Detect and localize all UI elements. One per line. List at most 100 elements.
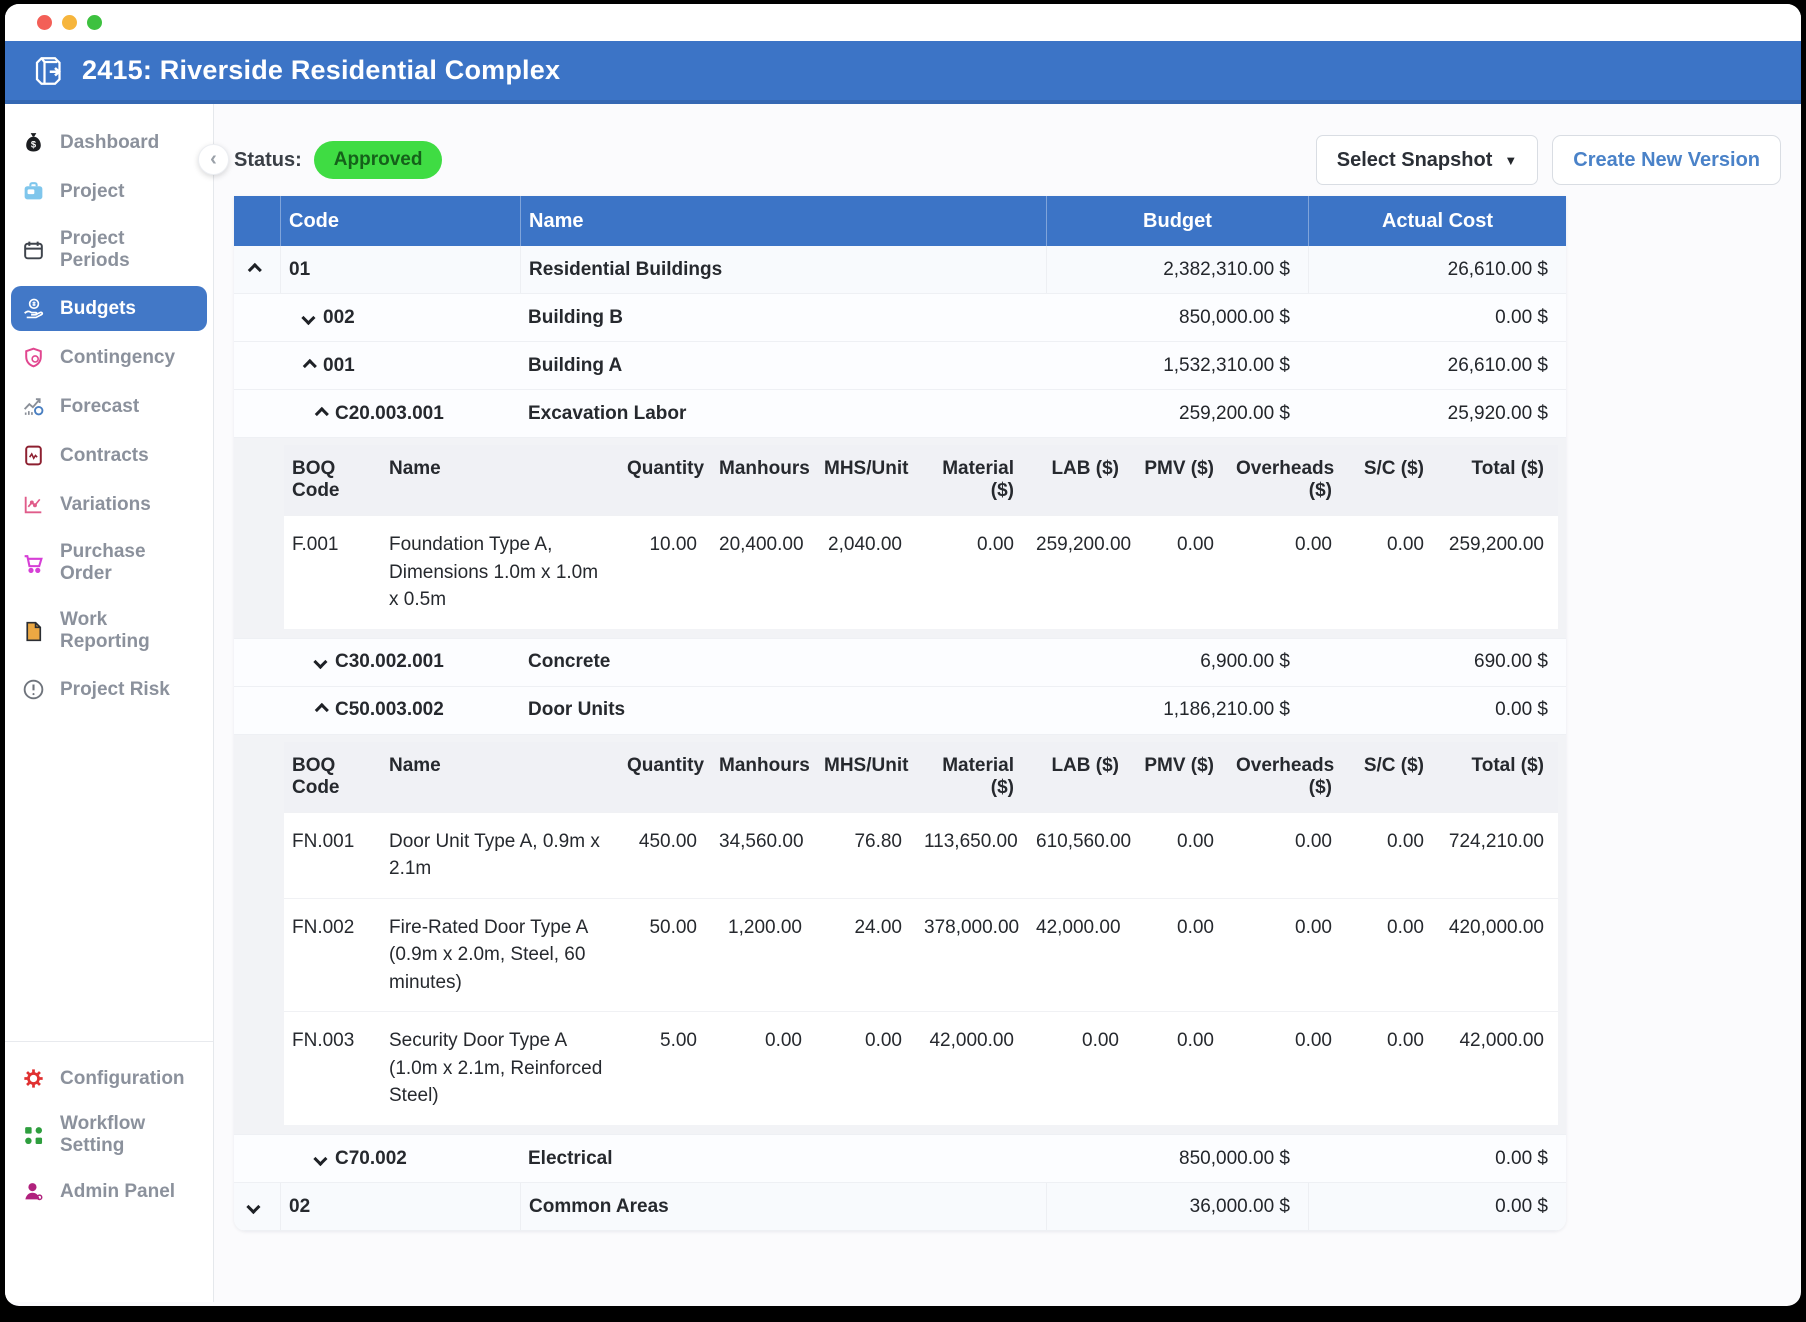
boq-header-sc: S/C ($): [1346, 742, 1438, 812]
sidebar-item-contingency[interactable]: Contingency: [11, 335, 207, 380]
boq-header-code: BOQ Code: [284, 742, 379, 812]
boq-overheads: 0.00: [1228, 899, 1346, 1012]
row-code: C30.002.001: [335, 651, 444, 673]
boq-manhours: 1,200.00: [711, 899, 816, 1012]
content-area: $ Dashboard Project Project Periods: [5, 104, 1801, 1302]
sidebar-item-project-risk[interactable]: Project Risk: [11, 667, 207, 712]
sidebar-item-workflow-setting[interactable]: Workflow Setting: [11, 1103, 207, 1167]
boq-row[interactable]: F.001 Foundation Type A, Dimensions 1.0m…: [284, 515, 1558, 629]
sidebar-item-dashboard[interactable]: $ Dashboard: [11, 120, 207, 165]
sidebar-item-label: Contingency: [60, 347, 175, 369]
sidebar-item-label: Purchase Order: [60, 541, 197, 585]
row-name: Electrical: [520, 1144, 1046, 1174]
boq-header-quantity: Quantity: [619, 445, 711, 515]
app-window: 2415: Riverside Residential Complex $ Da…: [5, 4, 1801, 1306]
boq-header-material: Material ($): [916, 742, 1028, 812]
sidebar-collapse-button[interactable]: ‹: [198, 144, 229, 175]
calendar-icon: [21, 238, 46, 263]
boq-pmv: 0.00: [1133, 899, 1228, 1012]
sidebar-item-admin-panel[interactable]: Admin Panel: [11, 1169, 207, 1214]
select-snapshot-dropdown[interactable]: Select Snapshot ▼: [1316, 135, 1538, 185]
boq-pmv: 0.00: [1133, 516, 1228, 629]
sidebar-item-contracts[interactable]: Contracts: [11, 433, 207, 478]
row-name: Residential Buildings: [520, 246, 1046, 293]
column-header-name: Name: [520, 196, 1046, 246]
row-actual-cost: 0.00 $: [1308, 1144, 1566, 1174]
row-code: 01: [280, 246, 520, 293]
sidebar-item-budgets[interactable]: Budgets: [11, 286, 207, 331]
sidebar-item-variations[interactable]: Variations: [11, 482, 207, 527]
boq-sc: 0.00: [1346, 813, 1438, 898]
boq-code: FN.002: [284, 899, 379, 1012]
expand-row-icon[interactable]: [301, 310, 315, 324]
sidebar-item-label: Configuration: [60, 1068, 185, 1090]
boq-row[interactable]: FN.003 Security Door Type A (1.0m x 2.1m…: [284, 1011, 1558, 1125]
sidebar-item-forecast[interactable]: Forecast: [11, 384, 207, 429]
boq-row[interactable]: FN.002 Fire-Rated Door Type A (0.9m x 2.…: [284, 898, 1558, 1012]
select-snapshot-label: Select Snapshot: [1337, 149, 1493, 172]
table-row[interactable]: 001 Building A 1,532,310.00 $ 26,610.00 …: [234, 342, 1566, 390]
sidebar-item-configuration[interactable]: Configuration: [11, 1056, 207, 1101]
boq-manhours: 0.00: [711, 1012, 816, 1125]
sidebar-item-label: Contracts: [60, 445, 149, 467]
row-budget: 1,532,310.00 $: [1046, 351, 1308, 381]
collapse-row-icon[interactable]: [315, 406, 329, 420]
row-budget: 259,200.00 $: [1046, 399, 1308, 429]
boq-pmv: 0.00: [1133, 1012, 1228, 1125]
boq-header-total: Total ($): [1438, 742, 1558, 812]
boq-code: FN.003: [284, 1012, 379, 1125]
row-budget: 850,000.00 $: [1046, 303, 1308, 333]
app-logo-box-arrow-icon: [31, 53, 67, 89]
expand-row-icon[interactable]: [313, 1151, 327, 1165]
boq-name: Door Unit Type A, 0.9m x 2.1m: [379, 813, 619, 898]
collapse-row-icon[interactable]: [303, 358, 317, 372]
table-row[interactable]: 02 Common Areas 36,000.00 $ 0.00 $: [234, 1183, 1566, 1231]
sidebar-item-project-periods[interactable]: Project Periods: [11, 218, 207, 282]
table-row[interactable]: C30.002.001 Concrete 6,900.00 $ 690.00 $: [234, 639, 1566, 687]
boq-overheads: 0.00: [1228, 516, 1346, 629]
collapse-row-icon[interactable]: [315, 703, 329, 717]
row-code: C20.003.001: [335, 403, 444, 425]
boq-header-quantity: Quantity: [619, 742, 711, 812]
table-row[interactable]: C50.003.002 Door Units 1,186,210.00 $ 0.…: [234, 687, 1566, 735]
boq-mhs-unit: 0.00: [816, 1012, 916, 1125]
boq-quantity: 5.00: [619, 1012, 711, 1125]
sidebar-item-label: Work Reporting: [60, 609, 197, 653]
row-name: Excavation Labor: [520, 399, 1046, 429]
sidebar-item-purchase-order[interactable]: Purchase Order: [11, 531, 207, 595]
create-new-version-button[interactable]: Create New Version: [1552, 135, 1781, 185]
table-row[interactable]: C70.002 Electrical 850,000.00 $ 0.00 $: [234, 1135, 1566, 1183]
boq-header-pmv: PMV ($): [1133, 445, 1228, 515]
table-row[interactable]: C20.003.001 Excavation Labor 259,200.00 …: [234, 390, 1566, 438]
boq-header-sc: S/C ($): [1346, 445, 1438, 515]
row-budget: 36,000.00 $: [1046, 1183, 1308, 1230]
boq-header-mhs-unit: MHS/Unit: [816, 742, 916, 812]
sidebar-item-work-reporting[interactable]: Work Reporting: [11, 599, 207, 663]
boq-header-total: Total ($): [1438, 445, 1558, 515]
table-row[interactable]: 01 Residential Buildings 2,382,310.00 $ …: [234, 246, 1566, 294]
boq-quantity: 50.00: [619, 899, 711, 1012]
admin-user-icon: [21, 1179, 46, 1204]
budget-table-header: Code Name Budget Actual Cost: [234, 196, 1566, 246]
boq-sc: 0.00: [1346, 516, 1438, 629]
table-row[interactable]: 002 Building B 850,000.00 $ 0.00 $: [234, 294, 1566, 342]
boq-header-overheads: Overheads ($): [1228, 445, 1346, 515]
boq-table-container: BOQ Code Name Quantity Manhours MHS/Unit…: [234, 735, 1566, 1135]
boq-total: 420,000.00: [1438, 899, 1558, 1012]
maximize-window-icon[interactable]: [87, 15, 102, 30]
close-window-icon[interactable]: [37, 15, 52, 30]
toolbar: Status: Approved Select Snapshot ▼ Creat…: [234, 134, 1781, 186]
boq-table: BOQ Code Name Quantity Manhours MHS/Unit…: [284, 742, 1558, 1125]
row-budget: 2,382,310.00 $: [1046, 246, 1308, 293]
gear-icon: [21, 1066, 46, 1091]
sidebar-item-project[interactable]: Project: [11, 169, 207, 214]
expand-row-icon[interactable]: [246, 1199, 260, 1213]
boq-lab: 610,560.00: [1028, 813, 1133, 898]
collapse-row-icon[interactable]: [247, 262, 261, 276]
boq-row[interactable]: FN.001 Door Unit Type A, 0.9m x 2.1m 450…: [284, 812, 1558, 898]
app-header: 2415: Riverside Residential Complex: [5, 41, 1801, 104]
main-panel: Status: Approved Select Snapshot ▼ Creat…: [214, 104, 1801, 1302]
sidebar-item-label: Project Risk: [60, 679, 170, 701]
expand-row-icon[interactable]: [313, 655, 327, 669]
minimize-window-icon[interactable]: [62, 15, 77, 30]
